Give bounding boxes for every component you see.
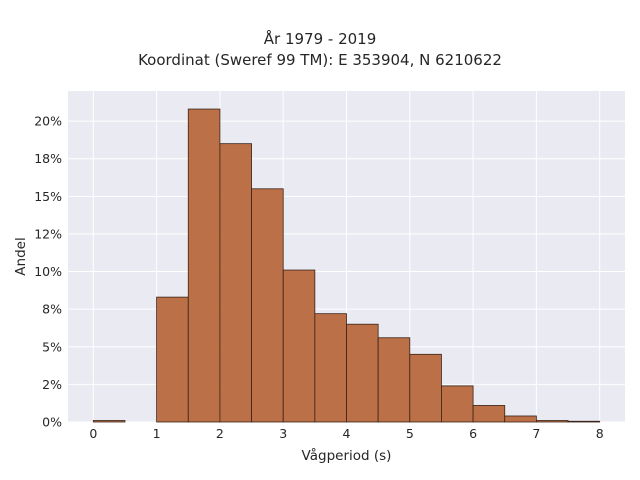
y-tick-label: 10% [34, 264, 62, 279]
x-tick-label: 1 [153, 426, 161, 441]
x-tick-label: 8 [596, 426, 604, 441]
histogram-bar [187, 108, 221, 423]
histogram-bar [567, 420, 601, 423]
histogram-bar [535, 420, 569, 423]
histogram-bar [346, 323, 379, 423]
x-tick-label: 7 [532, 426, 540, 441]
y-tick-label: 12% [34, 226, 62, 241]
histogram-bar [92, 420, 126, 423]
y-tick-label: 2% [42, 377, 62, 392]
x-tick-label: 5 [406, 426, 414, 441]
histogram-bar [251, 188, 284, 423]
y-tick-label: 5% [42, 339, 62, 354]
histogram-bar [441, 385, 474, 423]
y-tick-label: 15% [34, 189, 62, 204]
x-tick-label: 3 [279, 426, 287, 441]
histogram-bar [219, 143, 252, 423]
x-tick-label: 2 [216, 426, 224, 441]
y-tick-label: 0% [42, 415, 62, 430]
y-axis-label: Andel [13, 237, 29, 275]
chart-subtitle: Koordinat (Sweref 99 TM): E 353904, N 62… [138, 51, 502, 69]
x-tick-label: 6 [469, 426, 477, 441]
histogram-bar [156, 296, 189, 423]
x-tick-labels: 0 1 2 3 4 5 6 7 8 [89, 426, 603, 441]
y-tick-label: 20% [34, 114, 62, 129]
bars-group [92, 108, 601, 423]
histogram-bar [504, 415, 537, 423]
chart-title: År 1979 - 2019 [263, 30, 377, 48]
x-tick-label: 4 [343, 426, 351, 441]
histogram-bar [409, 353, 442, 423]
y-tick-labels: 0% 2% 5% 8% 10% 12% 15% 18% 20% [34, 114, 62, 430]
histogram-bar [377, 337, 411, 423]
y-tick-label: 18% [34, 151, 62, 166]
histogram-bar [472, 405, 506, 423]
x-axis-label: Vågperiod (s) [302, 447, 392, 464]
x-tick-label: 0 [89, 426, 97, 441]
histogram-bar [282, 269, 316, 423]
histogram-bar [314, 313, 347, 423]
y-tick-label: 8% [42, 302, 62, 317]
